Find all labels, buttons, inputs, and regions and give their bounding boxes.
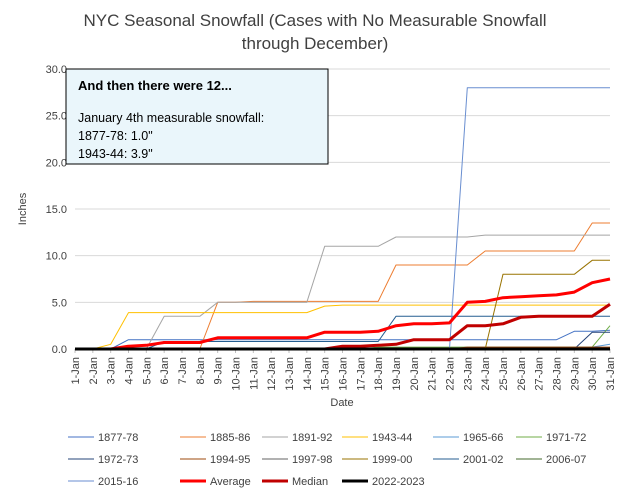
legend-label: 1997-98 — [292, 454, 332, 466]
annotation-background — [65, 68, 329, 165]
x-tick-label: 2-Jan — [88, 357, 100, 385]
y-tick-label: 25.0 — [46, 111, 67, 123]
legend-item: 1994-95 — [180, 454, 250, 466]
x-tick-label: 20-Jan — [409, 357, 421, 391]
legend-label: Median — [292, 476, 328, 488]
x-tick-label: 28-Jan — [552, 357, 564, 391]
legend-item: 1999-00 — [342, 454, 412, 466]
annotation-line-3: 1943-44: 3.9" — [78, 147, 153, 161]
y-tick-label: 20.0 — [46, 157, 67, 169]
legend-label: 2022-2023 — [372, 476, 425, 488]
chart-title-line-2: through December) — [242, 34, 388, 53]
x-tick-label: 26-Jan — [516, 357, 528, 391]
x-tick-label: 30-Jan — [587, 357, 599, 391]
legend-item: 1877-78 — [68, 432, 138, 444]
x-tick-label: 8-Jan — [195, 357, 207, 385]
x-tick-label: 1-Jan — [70, 357, 82, 385]
legend-item: 1972-73 — [68, 454, 138, 466]
legend: 1877-78 1885-86 1891-92 1943-44 1965-66 1971-… — [68, 432, 586, 488]
legend-label: 1943-44 — [372, 432, 412, 444]
x-tick-label: 13-Jan — [284, 357, 296, 391]
legend-item: 2022-2023 — [342, 476, 425, 488]
legend-item: 1943-44 — [342, 432, 412, 444]
legend-item: 1965-66 — [433, 432, 503, 444]
x-tick-label: 22-Jan — [445, 357, 457, 391]
legend-label: 1891-92 — [292, 432, 332, 444]
legend-item: Average — [180, 476, 251, 488]
x-tick-label: 11-Jan — [248, 357, 260, 390]
series-line-1877-78 — [75, 329, 611, 350]
legend-label: 1885-86 — [210, 432, 250, 444]
legend-label: 1999-00 — [372, 454, 412, 466]
x-tick-label: 9-Jan — [213, 357, 225, 385]
legend-item: 2006-07 — [516, 454, 586, 466]
x-tick-label: 16-Jan — [338, 357, 350, 391]
series-lines — [75, 87, 611, 351]
legend-item: 1997-98 — [262, 454, 332, 466]
legend-item: 2015-16 — [68, 476, 138, 488]
x-tick-label: 4-Jan — [124, 357, 136, 385]
x-tick-label: 12-Jan — [266, 357, 278, 391]
annotation-line-1: January 4th measurable snowfall: — [78, 111, 264, 125]
legend-label: 1994-95 — [210, 454, 250, 466]
legend-label: 2015-16 — [98, 476, 138, 488]
x-tick-label: 31-Jan — [605, 357, 617, 391]
x-tick-label: 5-Jan — [141, 357, 153, 385]
annotation-line-2: 1877-78: 1.0" — [78, 129, 153, 143]
x-tick-label: 14-Jan — [302, 357, 314, 391]
annotation-box: And then there were 12... January 4th me… — [65, 68, 329, 165]
x-tick-label: 3-Jan — [106, 357, 118, 385]
x-tick-label: 7-Jan — [177, 357, 189, 385]
x-axis-label: Date — [330, 397, 353, 409]
x-tick-label: 21-Jan — [427, 357, 439, 391]
legend-item: 1885-86 — [180, 432, 250, 444]
y-axis-label: Inches — [17, 192, 29, 225]
legend-label: 1972-73 — [98, 454, 138, 466]
y-tick-label: 10.0 — [46, 251, 67, 263]
x-tick-label: 27-Jan — [534, 357, 546, 391]
y-tick-label: 15.0 — [46, 204, 67, 216]
x-tick-label: 24-Jan — [480, 357, 492, 391]
x-tick-label: 15-Jan — [320, 357, 332, 391]
x-tick-label: 29-Jan — [569, 357, 581, 391]
x-tick-label: 10-Jan — [231, 357, 243, 391]
x-tick-label: 17-Jan — [355, 357, 367, 391]
annotation-title: And then there were 12... — [78, 78, 232, 93]
legend-label: 2001-02 — [463, 454, 503, 466]
legend-label: 2006-07 — [546, 454, 586, 466]
series-line-1943-44 — [75, 304, 610, 350]
y-axis-ticks: 0.0 5.0 10.0 15.0 20.0 25.0 30.0 — [46, 64, 67, 356]
series-line-Average — [75, 277, 611, 351]
x-tick-label: 19-Jan — [391, 357, 403, 391]
legend-label: 1971-72 — [546, 432, 586, 444]
legend-label: 1965-66 — [463, 432, 503, 444]
x-tick-label: 6-Jan — [159, 357, 171, 385]
legend-item: Median — [262, 476, 328, 488]
series-line-1891-92 — [75, 234, 610, 350]
x-tick-label: 25-Jan — [498, 357, 510, 391]
legend-label: 1877-78 — [98, 432, 138, 444]
legend-item: 2001-02 — [433, 454, 503, 466]
y-tick-label: 5.0 — [52, 297, 67, 309]
legend-item: 1971-72 — [516, 432, 586, 444]
chart-title-line-1: NYC Seasonal Snowfall (Cases with No Mea… — [84, 11, 547, 30]
y-tick-label: 30.0 — [46, 64, 67, 76]
x-tick-label: 18-Jan — [373, 357, 385, 391]
y-tick-label: 0.0 — [52, 344, 67, 356]
x-tick-label: 23-Jan — [462, 357, 474, 391]
legend-item: 1891-92 — [262, 432, 332, 444]
legend-label: Average — [210, 476, 251, 488]
